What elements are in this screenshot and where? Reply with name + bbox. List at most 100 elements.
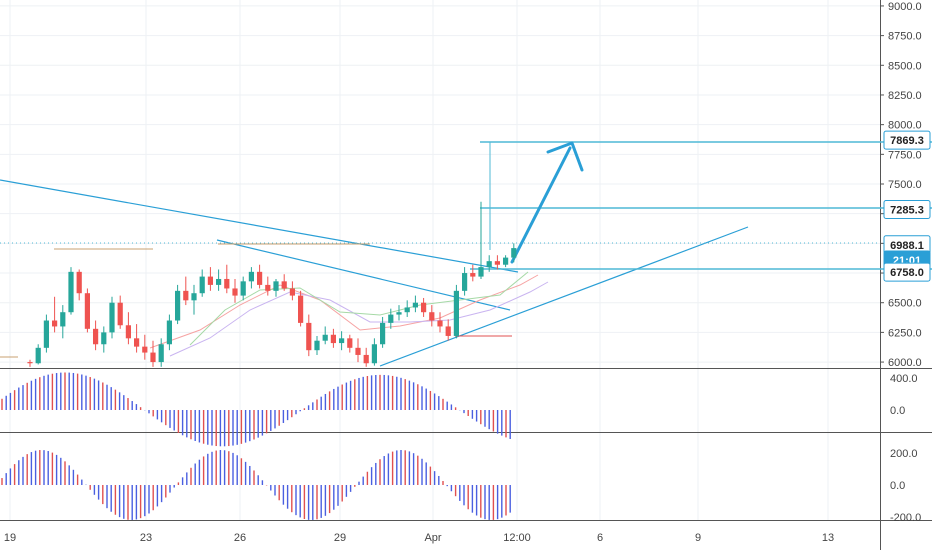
price-axis-tick-label: 9000.0: [888, 1, 922, 13]
candle-down: [429, 312, 435, 321]
indicator-axis-tick: 0.0: [890, 405, 905, 417]
time-axis-tick-label: 9: [695, 532, 701, 544]
candle-up: [478, 267, 484, 277]
candle-down: [363, 354, 369, 364]
candle-up: [248, 271, 254, 282]
candles: [27, 201, 517, 367]
candle-down: [355, 347, 361, 355]
candle-up: [158, 344, 164, 363]
candle-up: [43, 320, 49, 348]
candle-down: [142, 346, 148, 353]
price-tag-label: 7869.3: [890, 135, 924, 147]
candle-down: [125, 325, 131, 339]
candle-down: [330, 334, 336, 344]
candle-up: [101, 332, 107, 345]
candle-up: [273, 281, 279, 291]
indicator-axis-tick: 400.0: [890, 373, 918, 385]
price-axis-tick-label: 6250.0: [888, 327, 922, 339]
price-tag-label: 6758.0: [890, 267, 924, 279]
candle-down: [183, 290, 189, 301]
time-axis-tick-label: 12:00: [503, 532, 531, 544]
candle-up: [380, 322, 386, 345]
inner-trendline: [216, 239, 511, 311]
candle-up: [175, 290, 181, 321]
time-axis-tick-label: 26: [234, 532, 246, 544]
candle-down: [52, 320, 58, 327]
candle-down: [298, 295, 304, 323]
indicator-axis-tick: -200.0: [890, 512, 921, 524]
moving-average-line: [189, 271, 529, 346]
candle-down: [494, 261, 500, 265]
time-axis-tick-label: 29: [334, 532, 346, 544]
grid-lines: [0, 0, 880, 520]
candle-up: [199, 276, 205, 294]
price-axis-tick-label: 8750.0: [888, 31, 922, 43]
price-tag-label: 6988.1: [890, 240, 924, 252]
descending-trendline: [0, 179, 519, 273]
candle-up: [486, 261, 492, 268]
price-tag-box: [883, 199, 931, 219]
candle-up: [339, 338, 345, 344]
candle-down: [257, 271, 263, 285]
candle-up: [60, 312, 66, 327]
price-axis-tick-label: 6500.0: [888, 298, 922, 310]
price-axis-tick-label: 8000.0: [888, 120, 922, 132]
candle-down: [437, 320, 443, 327]
candle-up: [322, 334, 328, 341]
candle-up: [109, 302, 115, 333]
candle-up: [388, 314, 394, 323]
price-axis-tick-label: 8500.0: [888, 60, 922, 72]
candle-down: [232, 288, 238, 296]
candle-down: [281, 281, 287, 289]
candle-up: [314, 340, 320, 351]
ascending-trendline: [379, 226, 749, 367]
candle-down: [117, 302, 123, 326]
macd-histogram-1: [1, 372, 511, 447]
time-axis-tick-label: 13: [822, 532, 834, 544]
candle-down: [445, 326, 451, 336]
target-arrow-shaft: [510, 146, 572, 264]
candle-up: [412, 302, 418, 308]
candle-up: [35, 347, 41, 364]
time-axis-tick-label: Apr: [424, 532, 441, 544]
candle-up: [166, 320, 172, 345]
time-axis: 19 23 26 29 Apr 12:00 6 9 13: [4, 532, 834, 544]
candle-down: [134, 338, 140, 347]
time-axis-tick-label: 6: [597, 532, 603, 544]
drawing-overlays: [0, 141, 932, 367]
candle-up: [503, 257, 509, 265]
indicator-axis-tick: 200.0: [890, 448, 918, 460]
candle-up: [191, 293, 197, 301]
price-tag-box: [883, 262, 931, 282]
price-axis-tick-label: 7750.0: [888, 149, 922, 161]
candle-down: [224, 278, 230, 289]
price-axis-tick-label: 6000.0: [888, 357, 922, 369]
candle-up: [68, 271, 74, 313]
candle-down: [470, 273, 476, 277]
macd-histogram-2: [1, 450, 511, 520]
moving-average-line: [169, 281, 549, 357]
candle-up: [216, 278, 222, 285]
candle-down: [265, 284, 271, 291]
candle-down: [93, 328, 99, 345]
candle-up: [404, 307, 410, 313]
time-axis-tick-label: 23: [140, 532, 152, 544]
candle-up: [396, 312, 402, 315]
indicator-axis-tick: 0.0: [890, 480, 905, 492]
candle-down: [347, 338, 353, 348]
candle-down: [150, 352, 156, 363]
moving-average-line: [149, 274, 539, 349]
price-axis-tick-label: 7500.0: [888, 179, 922, 191]
candle-down: [306, 322, 312, 351]
candle-up: [462, 273, 468, 291]
price-tag-label: 7285.3: [890, 204, 924, 216]
target-arrow-head: [546, 141, 584, 172]
candle-up: [371, 344, 377, 364]
candle-down: [84, 293, 90, 329]
price-axis-tick-label: 8250.0: [888, 90, 922, 102]
candle-up: [453, 290, 459, 336]
candle-down: [289, 288, 295, 296]
